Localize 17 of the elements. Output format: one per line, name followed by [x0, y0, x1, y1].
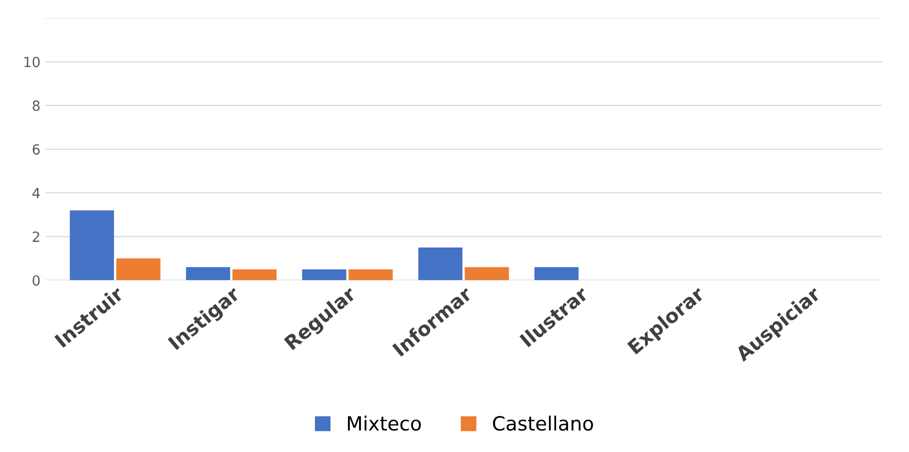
bar — [348, 269, 393, 280]
y-tick-label: 2 — [32, 232, 40, 242]
legend-label: Mixteco — [348, 416, 421, 431]
bar — [70, 210, 114, 280]
bar — [418, 247, 462, 280]
legend-label: Castellano — [493, 416, 593, 431]
bar — [534, 267, 579, 280]
y-tick-label: 4 — [32, 188, 40, 198]
y-tick-label: 10 — [24, 56, 40, 68]
y-tick-label: 6 — [32, 144, 40, 155]
y-tick-label: 8 — [32, 100, 40, 111]
bar — [464, 267, 509, 280]
y-tick-label: 0 — [32, 275, 40, 286]
bar — [302, 269, 346, 280]
bar — [116, 258, 160, 280]
bar — [232, 269, 277, 280]
bar — [186, 267, 230, 280]
